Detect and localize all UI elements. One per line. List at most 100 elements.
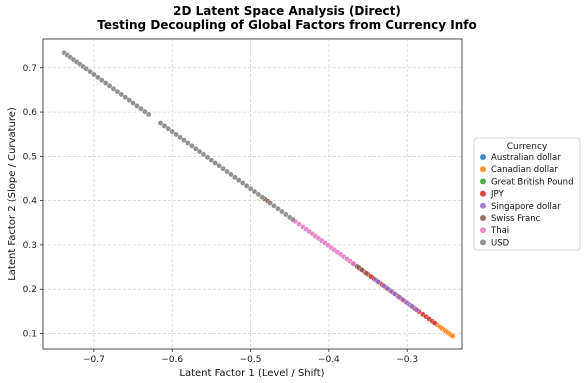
scatter-point — [384, 285, 391, 292]
scatter-point — [204, 154, 211, 161]
scatter-point — [296, 221, 302, 227]
legend-label: JPY — [490, 190, 504, 200]
scatter-point — [391, 291, 398, 297]
legend-marker — [480, 178, 486, 185]
scatter-point — [208, 157, 215, 163]
scatter-point — [247, 185, 254, 192]
legend-items: Australian dollar Canadian dollar Great Br… — [480, 153, 573, 248]
scatter-point — [177, 134, 183, 141]
y-axis-ticks: 0.1 0.2 0.3 0.4 0.5 0.6 0.7 — [23, 64, 43, 340]
scatter-point — [216, 163, 223, 169]
legend-marker — [480, 154, 486, 160]
x-axis-ticks: −0.7 −0.6 −0.5 −0.4 −0.3 — [83, 349, 418, 365]
scatter-point — [350, 260, 356, 267]
scatter-point — [118, 91, 125, 98]
scatter-point — [243, 183, 250, 189]
scatter-point — [196, 148, 203, 155]
data-points — [61, 49, 456, 339]
chart-title: 2D Latent Space Analysis (Direct) — [173, 4, 401, 18]
scatter-point — [409, 303, 415, 310]
legend-label: Swiss Franc — [491, 214, 541, 224]
scatter-point — [200, 151, 207, 158]
x-tick-label: −0.5 — [240, 355, 262, 365]
legend-label: Australian dollar — [491, 153, 561, 163]
scatter-point — [87, 68, 93, 75]
scatter-point — [114, 88, 121, 95]
scatter-point — [142, 108, 148, 115]
scatter-point — [413, 306, 420, 313]
scatter-point — [251, 188, 258, 195]
scatter-point — [396, 294, 403, 301]
scatter-point — [275, 205, 281, 212]
scatter-point — [400, 297, 407, 303]
legend-label: Singapore dollar — [491, 202, 561, 212]
y-tick-label: 0.2 — [23, 285, 37, 295]
legend-label: Thai — [490, 226, 509, 236]
scatter-point — [145, 111, 152, 118]
scatter-point — [138, 105, 144, 112]
legend-marker — [480, 239, 486, 246]
y-tick-label: 0.1 — [23, 330, 37, 340]
y-tick-label: 0.3 — [23, 241, 37, 251]
legend-frame — [473, 137, 581, 251]
scatter-point — [173, 131, 179, 138]
legend-label: USD — [491, 238, 510, 248]
scatter-point — [224, 168, 230, 175]
scatter-point — [192, 145, 199, 152]
scatter-point — [431, 320, 438, 326]
chart-subtitle: Testing Decoupling of Global Factors fro… — [97, 18, 476, 32]
legend-label: Great British Pound — [491, 177, 573, 187]
scatter-point — [134, 103, 140, 109]
scatter-point — [259, 194, 266, 201]
scatter-point — [122, 94, 129, 101]
legend-label: Canadian dollar — [491, 165, 558, 175]
scatter-point — [255, 191, 262, 198]
x-tick-label: −0.4 — [318, 355, 340, 365]
grid — [43, 39, 462, 349]
scatter-point — [95, 74, 101, 81]
scatter-point — [189, 143, 195, 149]
scatter-point — [102, 80, 109, 86]
legend-marker — [480, 190, 486, 197]
scatter-point — [232, 174, 238, 181]
scatter-point — [239, 180, 246, 186]
y-tick-label: 0.7 — [23, 64, 37, 74]
scatter-point — [212, 160, 219, 166]
legend: Currency Australian dollar Canadian dolla… — [473, 137, 581, 251]
scatter-point — [161, 123, 168, 129]
scatter-point — [130, 100, 136, 106]
scatter-point — [83, 65, 89, 72]
legend-marker — [480, 202, 486, 209]
y-tick-label: 0.6 — [23, 108, 38, 118]
scatter-point — [267, 200, 273, 206]
scatter-point — [279, 208, 285, 215]
scatter-point — [110, 85, 117, 92]
scatter-point — [165, 125, 172, 132]
plot-frame — [42, 38, 463, 350]
scatter-point — [375, 279, 382, 285]
y-axis-label: Latent Factor 2 (Slope / Curvature) — [7, 107, 18, 281]
legend-marker — [480, 227, 486, 234]
scatter-point — [169, 128, 176, 135]
y-tick-label: 0.4 — [23, 197, 38, 207]
scatter-point — [157, 120, 164, 126]
scatter-point — [363, 270, 370, 277]
scatter-point — [185, 140, 191, 146]
x-tick-label: −0.6 — [161, 355, 183, 365]
legend-title: Currency — [507, 142, 548, 152]
scatter-point — [220, 165, 226, 172]
scatter-point — [91, 71, 97, 78]
scatter-point — [380, 283, 387, 289]
legend-marker — [480, 215, 486, 221]
x-axis-label: Latent Factor 1 (Level / Shift) — [179, 368, 324, 379]
scatter-point — [282, 211, 289, 218]
scatter-point — [290, 216, 296, 223]
scatter-point — [106, 83, 113, 89]
scatter-point — [181, 137, 187, 143]
legend-marker — [480, 166, 486, 173]
x-tick-label: −0.7 — [83, 355, 105, 365]
scatter-point — [358, 267, 365, 273]
scatter-point — [126, 97, 132, 103]
scatter-point — [98, 77, 105, 83]
